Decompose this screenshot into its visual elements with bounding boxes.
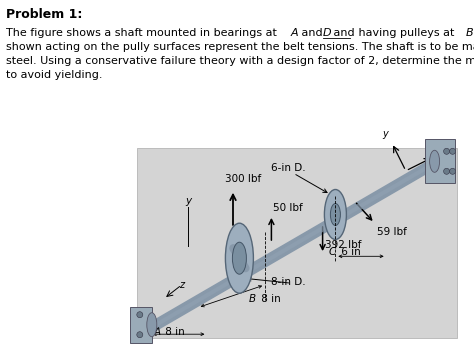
Text: A: A (291, 28, 299, 38)
Text: B: B (249, 294, 256, 304)
Text: 8 in: 8 in (162, 327, 184, 337)
Text: and: and (298, 28, 326, 38)
Text: y: y (185, 196, 191, 206)
Ellipse shape (429, 150, 439, 172)
Text: 6 in: 6 in (338, 247, 361, 257)
Bar (130, 307, 152, 343)
Text: 392 lbf: 392 lbf (325, 240, 361, 250)
Text: C: C (329, 247, 336, 257)
Text: having pulleys at: having pulleys at (355, 28, 458, 38)
Ellipse shape (444, 168, 450, 174)
Text: D: D (323, 28, 332, 38)
Ellipse shape (444, 148, 450, 154)
Text: B: B (466, 28, 474, 38)
Text: The figure shows a shaft mounted in bearings at: The figure shows a shaft mounted in bear… (6, 28, 281, 38)
Ellipse shape (330, 204, 340, 226)
Ellipse shape (450, 168, 456, 174)
Text: x: x (436, 150, 442, 160)
Text: steel. Using a conservative failure theory with a design factor of 2, determine : steel. Using a conservative failure theo… (6, 56, 474, 66)
Ellipse shape (137, 312, 143, 318)
Ellipse shape (147, 313, 157, 337)
Text: A: A (154, 327, 161, 337)
Text: D: D (443, 169, 451, 179)
Bar (425, 139, 455, 183)
Ellipse shape (137, 332, 143, 338)
Text: Problem 1:: Problem 1: (6, 8, 82, 21)
Text: y: y (382, 129, 388, 139)
Text: to avoid yielding.: to avoid yielding. (6, 70, 102, 80)
Text: and: and (330, 28, 355, 38)
Text: z: z (179, 280, 184, 290)
Text: shown acting on the pully surfaces represent the belt tensions. The shaft is to : shown acting on the pully surfaces repre… (6, 42, 474, 52)
Text: 8-in D.: 8-in D. (272, 277, 306, 287)
Text: 6-in D.: 6-in D. (272, 163, 306, 173)
Ellipse shape (232, 242, 246, 274)
Bar (137, 148, 457, 338)
Ellipse shape (450, 148, 456, 154)
Ellipse shape (324, 190, 346, 239)
Text: 50 lbf: 50 lbf (273, 203, 303, 213)
Text: 8 in: 8 in (258, 294, 281, 304)
Ellipse shape (226, 223, 254, 293)
Text: 300 lbf: 300 lbf (225, 174, 261, 184)
Text: 59 lbf: 59 lbf (377, 227, 407, 237)
